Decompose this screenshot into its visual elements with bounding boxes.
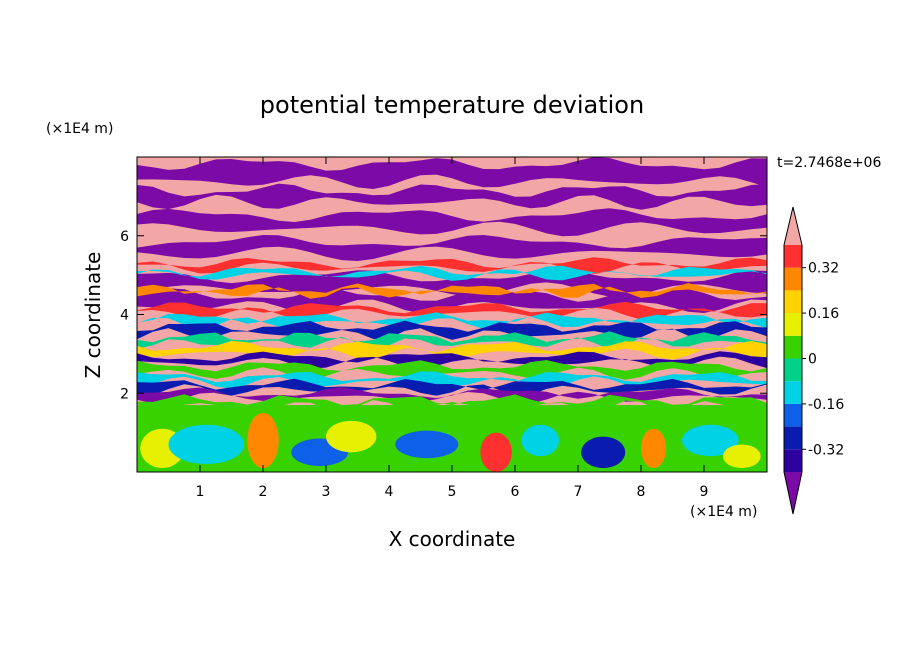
colorbar-segment	[784, 245, 802, 268]
x-tick-label: 6	[511, 484, 520, 500]
contour-band	[137, 301, 767, 320]
colorbar-segment	[784, 267, 802, 291]
y-unit-label: (×1E4 m)	[46, 121, 113, 137]
colorbar-segment	[784, 358, 802, 382]
colorbar-segment	[784, 313, 802, 336]
y-tick-label: 6	[120, 229, 129, 245]
y-axis-ticks: 2 4 6	[120, 229, 767, 402]
y-axis-label: Z coordinate	[81, 252, 105, 379]
y-tick-label: 2	[120, 386, 129, 402]
x-tick-label: 7	[574, 484, 583, 500]
colorbar-min-arrow	[784, 472, 802, 514]
contour-band	[137, 265, 767, 281]
contour-blob	[480, 432, 512, 472]
contour-bands	[137, 157, 767, 472]
contour-blob	[395, 430, 459, 459]
contour-band	[137, 283, 767, 299]
colorbar-segment	[784, 403, 802, 427]
x-tick-label: 3	[322, 484, 331, 500]
colorbar-label: 0	[808, 352, 817, 368]
contour-band	[137, 378, 767, 396]
contour-blob	[168, 424, 245, 465]
colorbar-max-arrow	[784, 207, 802, 245]
colorbar: 0.32 0.16 0 -0.16 -0.32	[783, 206, 844, 515]
contour-blob	[641, 428, 667, 469]
colorbar-segment	[784, 335, 802, 359]
contour-band	[137, 387, 767, 404]
x-tick-label: 1	[196, 484, 205, 500]
contour-blob	[581, 436, 626, 469]
contour-blob	[722, 444, 761, 469]
colorbar-label: -0.16	[808, 397, 844, 413]
y-tick-label: 4	[120, 308, 129, 324]
contour-band	[137, 208, 767, 237]
x-axis-label: X coordinate	[389, 527, 516, 551]
plot-area	[137, 157, 767, 472]
x-tick-label: 8	[637, 484, 646, 500]
chart-title: potential temperature deviation	[260, 91, 644, 119]
contour-band	[137, 331, 767, 350]
x-tick-label: 4	[385, 484, 394, 500]
colorbar-segment	[784, 381, 802, 404]
x-axis-ticks: 1 2 3 4 5 6 7 8 9	[196, 157, 709, 500]
colorbar-label: 0.32	[808, 261, 839, 277]
contour-blob	[247, 412, 279, 469]
x-tick-label: 5	[448, 484, 457, 500]
contour-blob	[521, 424, 560, 457]
contour-band	[137, 235, 767, 261]
contour-band	[137, 394, 767, 412]
colorbar-segment	[784, 426, 802, 450]
contour-band	[137, 183, 767, 210]
contour-blob	[326, 420, 377, 453]
contour-band	[137, 157, 767, 189]
contour-blob	[681, 424, 739, 457]
x-tick-label: 9	[700, 484, 709, 500]
contour-band	[137, 257, 767, 274]
colorbar-label: -0.32	[808, 442, 844, 458]
x-unit-label: (×1E4 m)	[690, 504, 757, 520]
time-label: t=2.7468e+06	[777, 155, 881, 171]
colorbar-segment	[784, 290, 802, 314]
colorbar-segment	[784, 449, 802, 472]
contour-band	[137, 340, 767, 360]
colorbar-label: 0.16	[808, 306, 839, 322]
x-tick-label: 2	[259, 484, 268, 500]
contour-band	[137, 371, 767, 389]
colorbar-outline	[783, 206, 803, 515]
